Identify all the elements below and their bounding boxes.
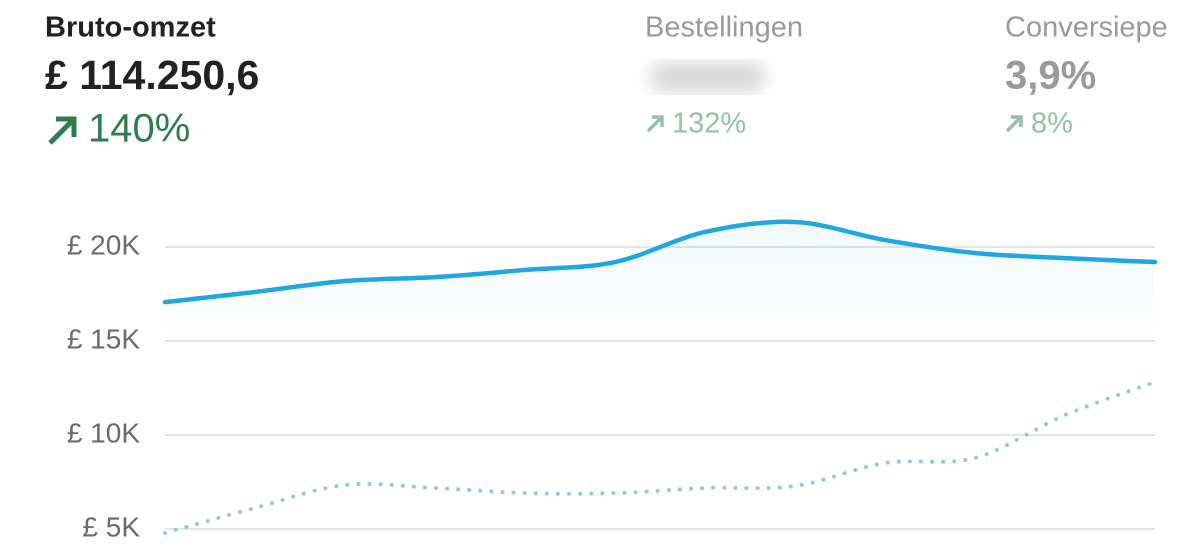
blurred-value [650, 62, 765, 92]
line-series [162, 219, 1158, 305]
line-area [165, 221, 1155, 341]
metric-change: 132% [672, 108, 746, 140]
metric-value: 3,9% [1005, 54, 1096, 98]
metric-value: £ 114.250,6 [45, 52, 259, 98]
arrow-up-icon [646, 115, 664, 133]
metric-change: 8% [1031, 108, 1073, 140]
metric-label: Conversiepe [1005, 12, 1168, 44]
y-tick-label: £ 10K [67, 417, 140, 448]
line-series [163, 379, 1157, 535]
arrow-up-icon [48, 116, 77, 145]
metric-change: 140% [88, 107, 190, 151]
metric-label: Bruto-omzet [45, 12, 216, 44]
arrow-up-icon [1005, 115, 1023, 133]
plot: £ 5K £ 10K £ 15K £ 20K [67, 219, 1158, 542]
metric-label: Bestellingen [645, 12, 803, 44]
y-tick-label: £ 15K [67, 323, 140, 354]
y-tick-label: £ 5K [82, 511, 140, 542]
y-tick-label: £ 20K [67, 229, 140, 260]
